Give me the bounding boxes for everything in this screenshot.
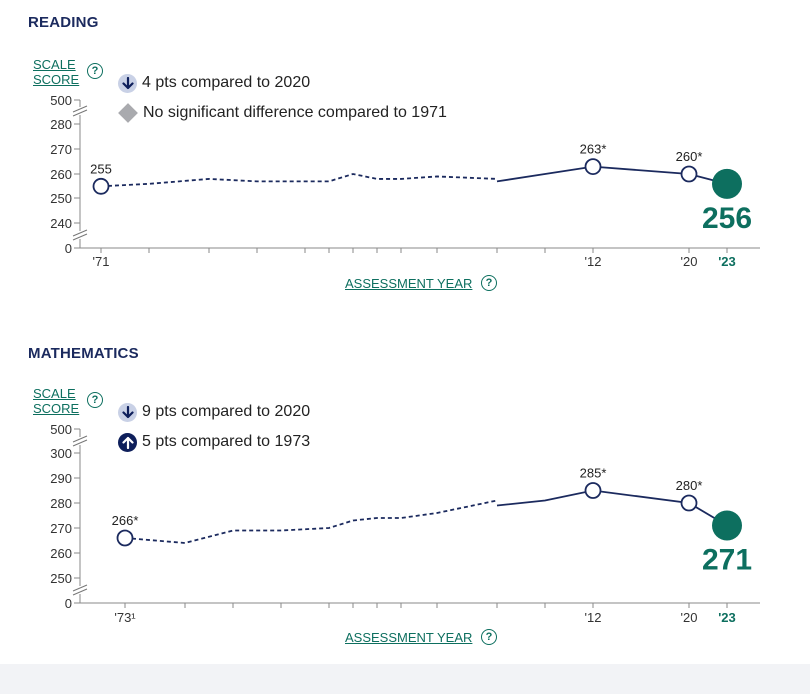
math-legend-text-2: 5 pts compared to 1973 <box>142 433 311 450</box>
math-axis-break-mark <box>72 588 88 596</box>
reading-legend-item-1: 4 pts compared to 2020 <box>118 73 310 93</box>
math-axis-break-mark <box>72 584 88 592</box>
reading-axis-break-mark <box>72 105 88 113</box>
reading-axis-break-mark <box>72 109 88 117</box>
up-arrow-icon <box>118 432 137 452</box>
scale-score-line-2: SCORE <box>33 72 80 87</box>
reading-y-tick-label: 270 <box>50 142 72 157</box>
reading-x-tick-label: '71 <box>93 254 110 269</box>
math-legend-item-1: 9 pts compared to 2020 <box>118 402 310 422</box>
math-y-tick-label: 500 <box>50 422 72 437</box>
reading-axis-break-gap <box>72 107 88 115</box>
reading-highlight-label: 256 <box>702 202 752 235</box>
math-data-point <box>680 494 698 512</box>
math-axis-break-gap <box>72 586 88 594</box>
reading-data-label: 263* <box>580 142 607 157</box>
reading-data-label: 255 <box>90 161 112 176</box>
math-y-tick-label: 250 <box>50 571 72 586</box>
reading-x-tick-label: '23 <box>718 254 736 269</box>
math-y-tick-label: 290 <box>50 471 72 486</box>
reading-x-tick-label: '12 <box>585 254 602 269</box>
reading-axis-break-gap <box>72 231 88 239</box>
math-legend-text-1: 9 pts compared to 2020 <box>142 403 311 420</box>
reading-scale-score-link[interactable]: SCALE SCORE <box>33 57 79 87</box>
math-y-tick-label: 0 <box>65 596 72 611</box>
math-data-point <box>116 529 134 547</box>
math-axis-break-mark <box>72 435 88 443</box>
reading-legend-text-1: 4 pts compared to 2020 <box>142 74 311 91</box>
reading-y-tick-label: 500 <box>50 93 72 108</box>
down-arrow-icon <box>118 402 137 422</box>
math-data-point <box>584 482 602 499</box>
reading-assessment-year-link[interactable]: ASSESSMENT YEAR <box>345 276 473 291</box>
reading-data-label: 260* <box>676 149 703 164</box>
math-x-tick-label: '20 <box>681 610 698 625</box>
math-x-tick-label: '23 <box>718 610 736 625</box>
reading-x-tick-label: '20 <box>681 254 698 269</box>
math-y-tick-label: 300 <box>50 446 72 461</box>
reading-legend-text-2: No significant difference compared to 19… <box>143 104 447 121</box>
scale-score-line-2: SCORE <box>33 401 80 416</box>
math-scale-score-link[interactable]: SCALE SCORE <box>33 386 79 416</box>
reading-axis-break-mark <box>72 229 88 237</box>
reading-y-tick-label: 250 <box>50 191 72 206</box>
reading-title: READING <box>28 14 99 31</box>
math-data-label: 266* <box>112 513 139 528</box>
reading-data-point <box>584 158 602 176</box>
footer-band <box>0 664 810 694</box>
math-y-tick-label: 270 <box>50 521 72 536</box>
math-legend-item-2: 5 pts compared to 1973 <box>118 432 310 452</box>
math-x-tick-label: '12 <box>585 610 602 625</box>
math-axis-break-mark <box>72 439 88 447</box>
reading-data-point <box>680 165 698 183</box>
math-series-line-dashed <box>124 499 498 544</box>
reading-data-point <box>92 177 110 195</box>
math-x-tick-label: '73¹ <box>114 610 136 625</box>
math-title: MATHEMATICS <box>28 345 139 362</box>
math-assessment-year-link[interactable]: ASSESSMENT YEAR <box>345 630 473 645</box>
reading-year-help-icon[interactable]: ? <box>481 275 497 291</box>
math-y-tick-label: 260 <box>50 546 72 561</box>
reading-axis-break-mark <box>72 233 88 241</box>
reading-y-tick-label: 240 <box>50 216 72 231</box>
reading-chart: 0 240 250 260 270 280 500 '71 '12 '20 '23 255 263* 26… <box>50 93 760 269</box>
math-chart: 0 250 260 270 280 290 300 500 '73¹ '12 '20 '23 266* 2… <box>50 422 760 625</box>
reading-legend-item-2: No significant difference compared to 19… <box>118 103 447 123</box>
math-data-label: 285* <box>580 466 607 481</box>
scale-score-line-1: SCALE <box>33 57 76 72</box>
math-year-help-icon[interactable]: ? <box>481 629 497 645</box>
reading-y-tick-label: 280 <box>50 117 72 132</box>
reading-highlight-point <box>712 168 742 199</box>
math-data-label: 280* <box>676 478 703 493</box>
math-highlight-point <box>712 510 742 541</box>
math-axis-break-gap <box>72 437 88 445</box>
math-highlight-label: 271 <box>702 544 752 577</box>
reading-y-tick-label: 260 <box>50 167 72 182</box>
math-y-tick-label: 280 <box>50 496 72 511</box>
scale-score-line-1: SCALE <box>33 386 76 401</box>
reading-scale-help-icon[interactable]: ? <box>87 63 103 79</box>
reading-y-tick-label: 0 <box>65 241 72 256</box>
down-arrow-icon <box>118 73 137 93</box>
math-scale-help-icon[interactable]: ? <box>87 392 103 408</box>
